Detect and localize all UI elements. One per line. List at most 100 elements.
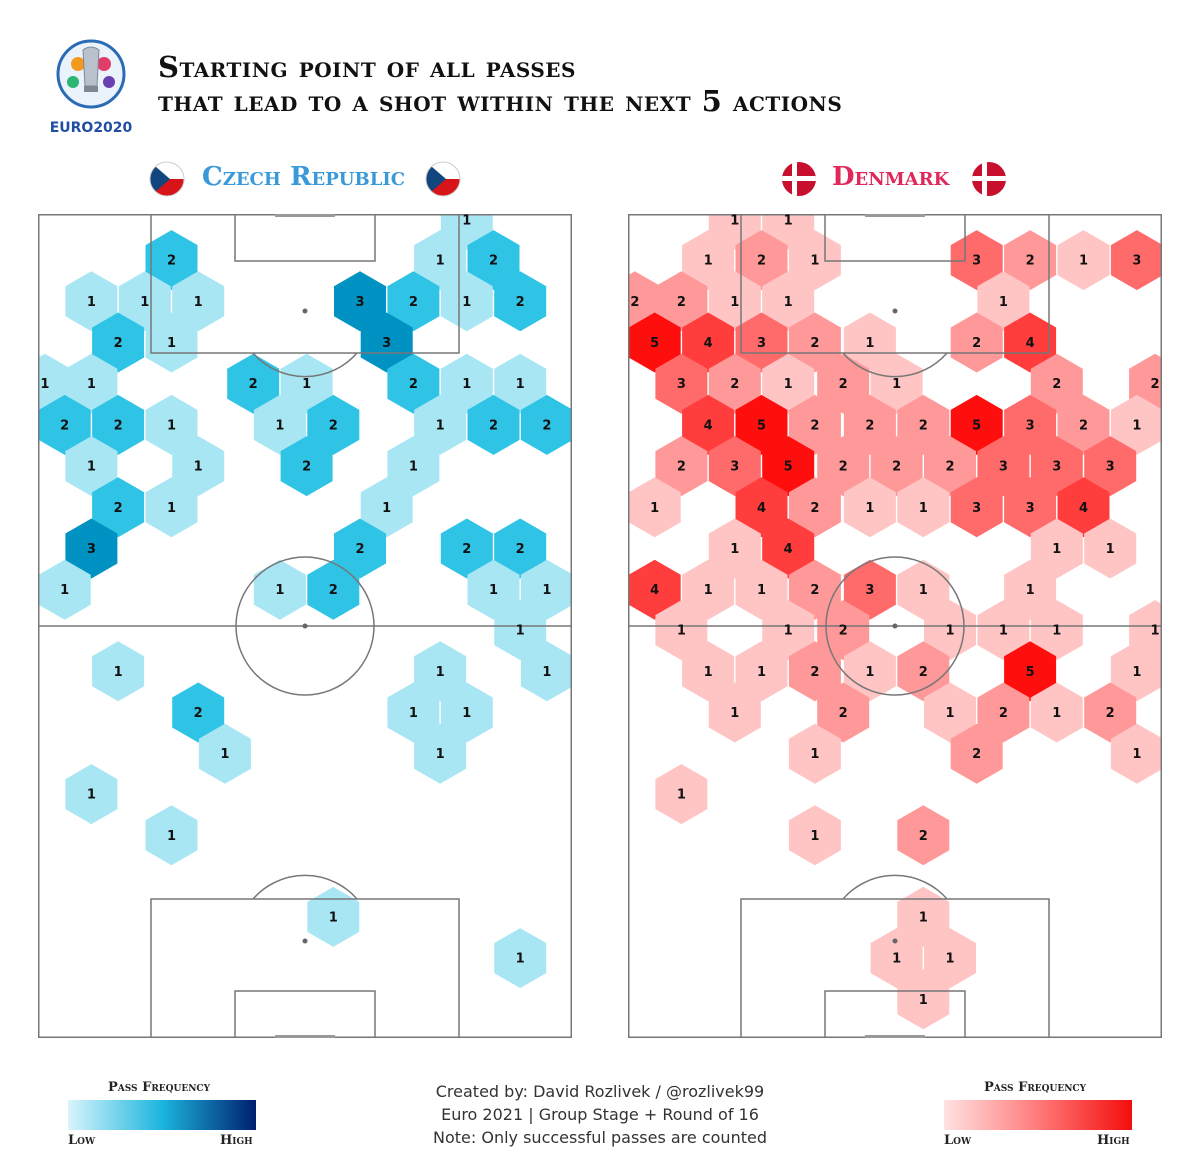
hexbin-value-label: 3: [757, 336, 766, 351]
hexbin: [440, 518, 493, 579]
hexbin: [387, 353, 440, 414]
hexbin: [843, 559, 896, 620]
hexbin: [977, 271, 1030, 332]
hexbin: [788, 559, 841, 620]
hexbin: [870, 436, 923, 497]
hexbin-value-label: 2: [972, 747, 981, 762]
hexbin: [172, 436, 225, 497]
hexbin-value-label: 2: [462, 542, 471, 557]
hexbin: [655, 600, 708, 661]
hexbin: [897, 886, 950, 947]
hexbin-value-label: 1: [140, 295, 149, 310]
hexbin-value-label: 5: [1026, 665, 1035, 680]
hexbin-value-label: 2: [114, 501, 123, 516]
hexbin-value-label: 1: [40, 377, 49, 392]
hexbin: [788, 394, 841, 455]
hexbin-value-label: 1: [542, 583, 551, 598]
hexbin: [762, 271, 815, 332]
center-circle: [825, 556, 965, 696]
hexbin: [253, 559, 306, 620]
hexbin-value-label: 5: [757, 418, 766, 433]
hexbin: [1084, 518, 1137, 579]
hexbin: [1030, 600, 1083, 661]
hexbin-value-label: 1: [1132, 418, 1141, 433]
hexbin: [788, 805, 841, 866]
hexbin-value-label: 1: [167, 501, 176, 516]
hexbin: [494, 271, 547, 332]
hexbin: [708, 518, 761, 579]
hexbin-value-label: 1: [730, 542, 739, 557]
hexbin: [65, 436, 118, 497]
hexbin-value-label: 2: [999, 706, 1008, 721]
hexbin: [735, 394, 788, 455]
hexbin-value-label: 1: [704, 583, 713, 598]
hexbin-value-label: 2: [865, 418, 874, 433]
credit-line-3: Note: Only successful passes are counted: [433, 1128, 767, 1147]
hexbin: [708, 682, 761, 743]
legend-low-left: Low: [68, 1133, 96, 1148]
penalty-box-bottom: [740, 898, 1050, 1038]
hexbin-value-label: 1: [516, 952, 525, 967]
hexbin-value-label: 1: [677, 624, 686, 639]
hexbin-value-label: 1: [167, 336, 176, 351]
hexbin-value-label: 2: [630, 295, 639, 310]
hexbin-value-label: 1: [275, 583, 284, 598]
hexbin: [762, 518, 815, 579]
hexbin: [1084, 436, 1137, 497]
hexbin-value-label: 3: [972, 501, 981, 516]
hexbin: [977, 682, 1030, 743]
penalty-spot-bottom: [302, 938, 308, 944]
hexbin-value-label: 1: [865, 665, 874, 680]
hexbin: [1030, 518, 1083, 579]
hexbin-value-label: 4: [1026, 336, 1035, 351]
hexbin-value-label: 4: [1079, 501, 1088, 516]
hexbin-value-label: 3: [865, 583, 874, 598]
goal-box-top: [234, 214, 376, 262]
hexbin-value-label: 1: [114, 665, 123, 680]
hexbin-value-label: 1: [919, 583, 928, 598]
hexbin-value-label: 1: [489, 583, 498, 598]
credit-line-1: Created by: David Rozlivek / @rozlivek99: [435, 1082, 765, 1101]
hexbin: [950, 477, 1003, 538]
hexbin: [118, 271, 171, 332]
hexbin: [280, 353, 333, 414]
hexbin: [924, 436, 976, 497]
hexbin: [843, 394, 896, 455]
hexbin-value-label: 1: [87, 295, 96, 310]
hexbin-value-label: 1: [462, 214, 471, 228]
hexbin-value-label: 1: [516, 377, 525, 392]
hexbin: [65, 518, 118, 579]
hexbin-value-label: 4: [757, 501, 766, 516]
hexbin-value-label: 1: [945, 952, 954, 967]
hexbin: [387, 436, 440, 497]
hexbin: [843, 641, 896, 702]
hexbin-value-label: 1: [436, 418, 445, 433]
hexbin: [467, 394, 520, 455]
hexbin-value-label: 1: [194, 295, 203, 310]
hexbin: [494, 518, 547, 579]
hexbin-value-label: 2: [757, 254, 766, 269]
hexbin: [280, 436, 333, 497]
hexbin: [172, 271, 225, 332]
hexbin-value-label: 2: [677, 460, 686, 475]
hexbin-value-label: 1: [784, 214, 793, 228]
hexbin: [440, 353, 493, 414]
hexbin-value-label: 2: [839, 624, 848, 639]
goal-box-top: [824, 214, 966, 262]
hexbin-value-label: 2: [839, 460, 848, 475]
hexbin: [92, 394, 145, 455]
hexbin-value-label: 2: [919, 665, 928, 680]
flag-denmark-right-icon: [972, 162, 1006, 196]
penalty-arc-top: [842, 352, 948, 378]
hexbin-value-label: 1: [542, 665, 551, 680]
pitch-czech: 1 2 1 2 1 1 1 3 2 1 2 2 1 3 1 1 2 1 2 1 1 2 2 1 1 2 1 2 2 1 1 2 1 2 1 1 3 2 2 2…: [38, 214, 572, 1038]
hexbin-value-label: 1: [999, 295, 1008, 310]
hexbin: [762, 600, 815, 661]
hexbin: [494, 928, 547, 989]
hexbin-value-label: 1: [167, 829, 176, 844]
hexbin: [843, 312, 896, 373]
hexbin: [977, 600, 1030, 661]
logo-text: EURO2020: [50, 120, 133, 136]
euro2020-logo: EURO2020: [50, 39, 133, 136]
pitch-markings: [38, 214, 572, 1038]
